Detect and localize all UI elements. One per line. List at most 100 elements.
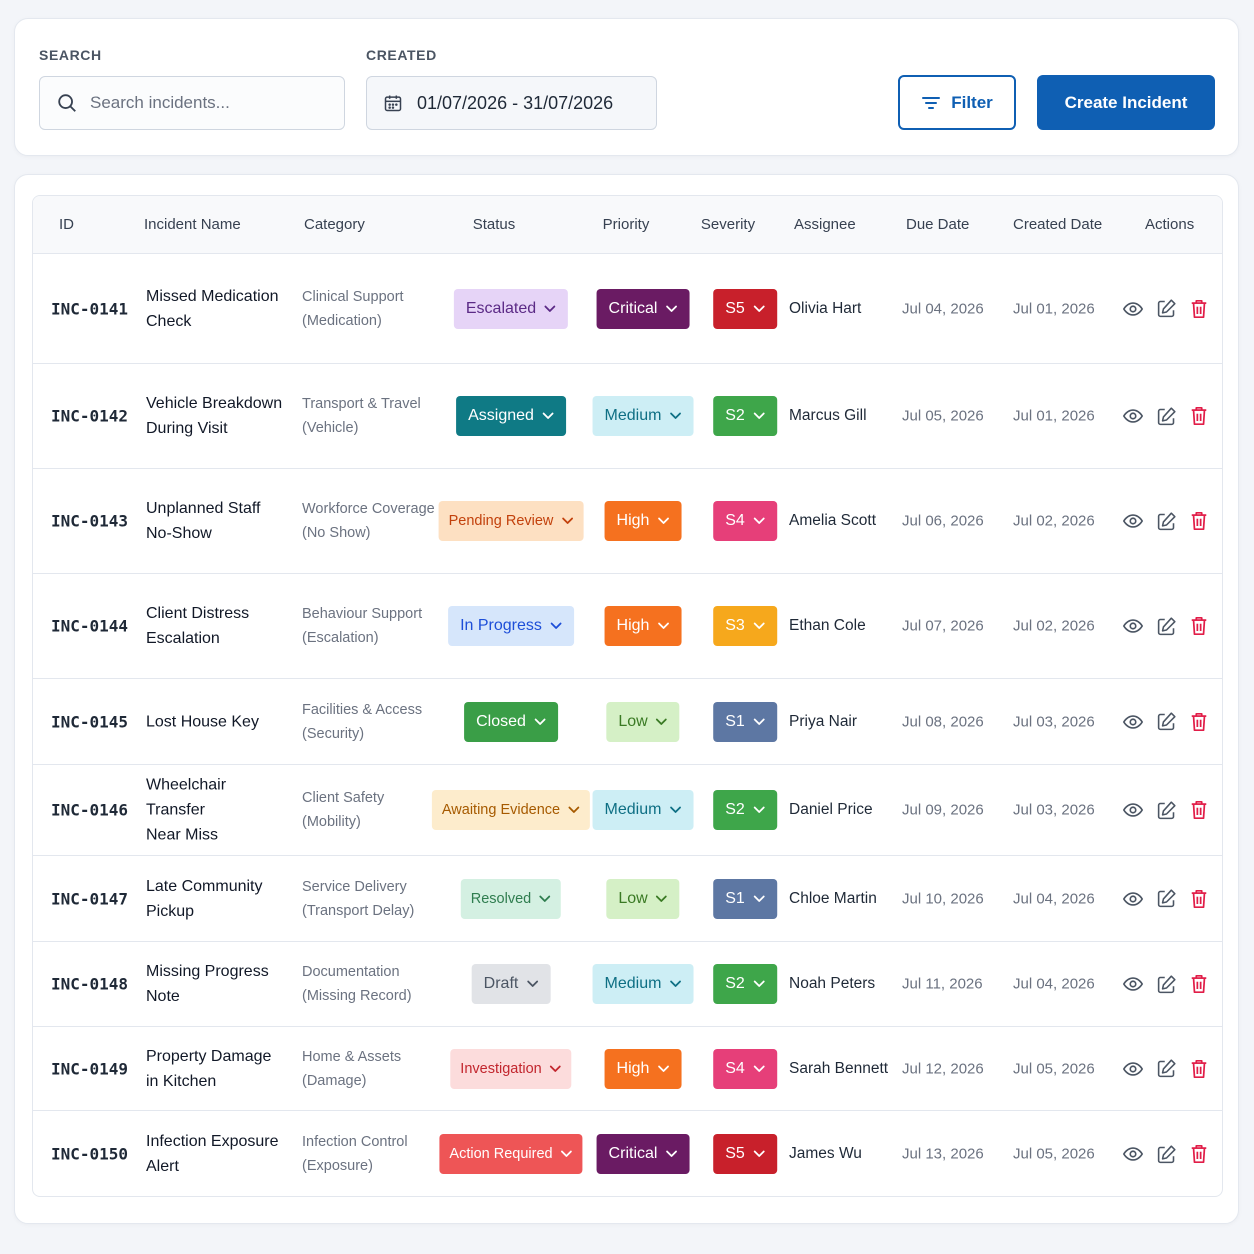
status-dropdown[interactable]: Resolved [460, 878, 562, 919]
status-dropdown[interactable]: Action Required [439, 1134, 583, 1174]
incident-name[interactable]: Wheelchair Transfer Near Miss [146, 773, 286, 848]
incident-id[interactable]: INC-0146 [51, 800, 129, 820]
column-header-created-date[interactable]: Created Date [1013, 216, 1103, 233]
status-dropdown[interactable]: Closed [464, 701, 558, 742]
date-range-picker[interactable]: 01/07/2026 - 31/07/2026 [366, 76, 657, 130]
severity-dropdown[interactable]: S5 [713, 1134, 777, 1174]
severity-dropdown[interactable]: S2 [713, 396, 777, 436]
incident-id[interactable]: INC-0149 [51, 1059, 129, 1078]
status-dropdown[interactable]: Escalated [453, 288, 569, 329]
trash-icon[interactable] [1189, 711, 1209, 733]
edit-icon[interactable] [1156, 888, 1177, 909]
status-dropdown[interactable]: Pending Review [438, 501, 584, 541]
status-dropdown[interactable]: Investigation [450, 1048, 572, 1089]
filter-button[interactable]: Filter [898, 75, 1016, 130]
severity-dropdown[interactable]: S4 [713, 1048, 777, 1089]
eye-icon[interactable] [1122, 510, 1144, 532]
column-header-id[interactable]: ID [59, 216, 74, 233]
due-date: Jul 09, 2026 [902, 801, 984, 819]
incident-id[interactable]: INC-0141 [51, 299, 129, 318]
incident-name[interactable]: Late Community Pickup [146, 874, 286, 924]
incident-id[interactable]: INC-0144 [51, 616, 129, 636]
priority-dropdown[interactable]: Low [606, 701, 680, 742]
priority-dropdown[interactable]: High [604, 1048, 682, 1089]
incident-id[interactable]: INC-0150 [51, 1144, 129, 1164]
severity-dropdown[interactable]: S1 [713, 701, 777, 742]
priority-dropdown[interactable]: Medium [592, 790, 694, 830]
search-panel: SEARCH CREATED 01/07/2026 - 31/07/2026 F… [14, 18, 1239, 156]
edit-icon[interactable] [1156, 511, 1177, 532]
eye-icon[interactable] [1122, 711, 1144, 733]
created-date: Jul 01, 2026 [1013, 407, 1095, 425]
severity-dropdown[interactable]: S4 [713, 501, 777, 541]
priority-dropdown[interactable]: High [604, 501, 682, 541]
column-header-severity[interactable]: Severity [700, 216, 756, 233]
incident-name[interactable]: Lost House Key [146, 709, 286, 734]
edit-icon[interactable] [1156, 298, 1177, 319]
severity-dropdown[interactable]: S1 [713, 878, 777, 919]
incident-name[interactable]: Property Damage in Kitchen [146, 1044, 286, 1094]
eye-icon[interactable] [1122, 1058, 1144, 1080]
trash-icon[interactable] [1189, 1143, 1209, 1165]
incident-id[interactable]: INC-0148 [51, 974, 129, 994]
column-header-status[interactable]: Status [472, 216, 516, 233]
incident-name[interactable]: Missing Progress Note [146, 959, 286, 1009]
priority-dropdown[interactable]: Medium [592, 396, 694, 436]
incident-category: Clinical Support (Medication) [302, 285, 438, 333]
trash-icon[interactable] [1189, 298, 1209, 320]
incident-name[interactable]: Unplanned Staff No-Show [146, 496, 286, 546]
eye-icon[interactable] [1122, 973, 1144, 995]
edit-icon[interactable] [1156, 616, 1177, 637]
edit-icon[interactable] [1156, 800, 1177, 821]
eye-icon[interactable] [1122, 799, 1144, 821]
incident-id[interactable]: INC-0142 [51, 406, 129, 426]
column-header-assignee[interactable]: Assignee [794, 216, 856, 233]
incident-name[interactable]: Vehicle Breakdown During Visit [146, 391, 286, 441]
edit-icon[interactable] [1156, 711, 1177, 732]
eye-icon[interactable] [1122, 298, 1144, 320]
status-dropdown[interactable]: Draft [471, 964, 551, 1004]
severity-dropdown[interactable]: S2 [713, 790, 777, 830]
column-header-category[interactable]: Category [304, 216, 365, 233]
incident-name-line: Pickup [146, 902, 195, 920]
search-field[interactable] [39, 76, 345, 130]
search-input[interactable] [90, 93, 320, 113]
severity-dropdown[interactable]: S5 [713, 288, 777, 329]
eye-icon[interactable] [1122, 405, 1144, 427]
incident-id[interactable]: INC-0147 [51, 889, 129, 908]
edit-icon[interactable] [1156, 974, 1177, 995]
status-dropdown[interactable]: Awaiting Evidence [431, 790, 591, 830]
trash-icon[interactable] [1189, 615, 1209, 637]
trash-icon[interactable] [1189, 799, 1209, 821]
status-dropdown[interactable]: In Progress [448, 606, 574, 646]
column-header-incident-name[interactable]: Incident Name [144, 216, 241, 233]
incident-name[interactable]: Client Distress Escalation [146, 601, 286, 651]
trash-icon[interactable] [1189, 973, 1209, 995]
column-header-due-date[interactable]: Due Date [906, 216, 970, 233]
eye-icon[interactable] [1122, 1143, 1144, 1165]
trash-icon[interactable] [1189, 1058, 1209, 1080]
priority-dropdown[interactable]: Low [606, 878, 680, 919]
incident-name[interactable]: Missed Medication Check [146, 284, 286, 334]
due-date: Jul 11, 2026 [902, 975, 983, 993]
priority-dropdown[interactable]: Critical [596, 288, 690, 329]
priority-dropdown[interactable]: High [604, 606, 682, 646]
trash-icon[interactable] [1189, 405, 1209, 427]
incident-id[interactable]: INC-0143 [51, 511, 129, 531]
incident-name[interactable]: Infection Exposure Alert [146, 1129, 286, 1179]
edit-icon[interactable] [1156, 406, 1177, 427]
severity-dropdown[interactable]: S2 [713, 964, 777, 1004]
trash-icon[interactable] [1189, 888, 1209, 910]
incident-id[interactable]: INC-0145 [51, 712, 129, 731]
column-header-priority[interactable]: Priority [602, 216, 650, 233]
status-dropdown[interactable]: Assigned [456, 396, 566, 436]
severity-dropdown[interactable]: S3 [713, 606, 777, 646]
eye-icon[interactable] [1122, 615, 1144, 637]
priority-dropdown[interactable]: Critical [596, 1134, 690, 1174]
create-incident-button[interactable]: Create Incident [1037, 75, 1215, 130]
trash-icon[interactable] [1189, 510, 1209, 532]
edit-icon[interactable] [1156, 1058, 1177, 1079]
eye-icon[interactable] [1122, 888, 1144, 910]
edit-icon[interactable] [1156, 1144, 1177, 1165]
priority-dropdown[interactable]: Medium [592, 964, 694, 1004]
